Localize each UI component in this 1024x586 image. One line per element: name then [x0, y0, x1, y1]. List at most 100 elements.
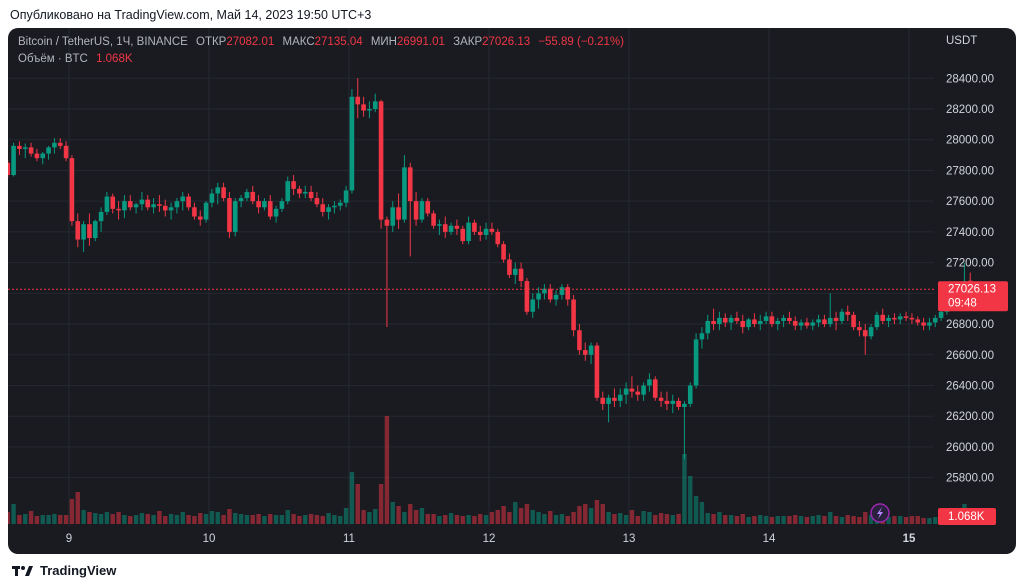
- candle-body: [425, 201, 431, 214]
- volume-bar: [600, 504, 605, 524]
- candle-body: [565, 287, 571, 300]
- volume-bar: [466, 515, 471, 524]
- volume-bar: [909, 516, 915, 524]
- volume-bar: [384, 416, 390, 524]
- brand[interactable]: TradingView: [12, 563, 116, 578]
- volume-bar: [798, 516, 804, 524]
- symbol-name[interactable]: Bitcoin / TetherUS, 1Ч, BINANCE: [18, 36, 188, 48]
- candle-body: [886, 317, 891, 321]
- volume-bar: [448, 513, 454, 524]
- candle-body: [559, 287, 565, 295]
- candle-body: [903, 316, 909, 318]
- candle-body: [122, 201, 127, 211]
- volume-bar: [530, 510, 535, 524]
- candle-body: [477, 231, 483, 235]
- volume-bar: [816, 515, 821, 524]
- volume-label[interactable]: Объём · BTC: [18, 53, 88, 65]
- candle-body: [547, 288, 553, 300]
- candle-body: [588, 345, 594, 355]
- candle-body: [542, 288, 547, 294]
- volume-bar: [793, 515, 798, 524]
- candle-body: [186, 196, 191, 208]
- candle-body: [897, 316, 903, 320]
- volume-legend: Объём · BTC 1.068K: [18, 53, 133, 65]
- volume-bar: [460, 516, 465, 524]
- candle-body: [28, 147, 34, 154]
- candle-body: [221, 187, 226, 199]
- alert-icon[interactable]: [870, 503, 890, 523]
- candle-body: [92, 221, 98, 239]
- candle-body: [483, 228, 489, 235]
- candle-body: [629, 388, 635, 392]
- volume-bar: [93, 513, 98, 524]
- candle-body: [384, 219, 390, 226]
- volume-bar: [151, 515, 156, 524]
- x-tick-label: 15: [903, 533, 916, 545]
- candle-body: [676, 400, 681, 407]
- candle-body: [921, 322, 926, 326]
- volume-bar: [921, 518, 926, 524]
- volume-bar: [594, 500, 600, 524]
- candle-body: [256, 201, 261, 208]
- volume-bar: [192, 516, 197, 524]
- close-value: 27026.13: [482, 36, 531, 48]
- volume-bar: [892, 516, 897, 524]
- volume-bar: [221, 515, 226, 524]
- candlestick-chart[interactable]: 25800.00 26000.00 26200.00 26400.00 26600.00…: [8, 28, 1016, 554]
- candle-body: [530, 299, 536, 312]
- change-value: −55.89 (−0.21%): [538, 36, 624, 48]
- volume-bar: [431, 514, 436, 524]
- volume-bar: [250, 515, 255, 524]
- candle-body: [687, 385, 693, 404]
- price-badge-countdown: 09:48: [948, 297, 977, 309]
- volume-bar: [810, 516, 815, 524]
- candle-body: [816, 319, 821, 323]
- volume-bar: [419, 508, 425, 524]
- y-tick-label: 27800.00: [946, 165, 994, 177]
- candle-body: [22, 147, 28, 149]
- high-value: 27135.04: [314, 36, 363, 48]
- volume-bar: [728, 515, 734, 524]
- volume-bar: [653, 515, 658, 524]
- volume-bar: [489, 512, 495, 524]
- y-tick-label: 26400.00: [946, 380, 994, 392]
- volume-bar: [52, 514, 57, 524]
- candle-body: [407, 167, 413, 202]
- candle-body: [98, 211, 104, 222]
- candle-body: [437, 224, 442, 226]
- x-tick-label: 14: [763, 533, 776, 545]
- volume-bar: [927, 518, 932, 524]
- volume-bar: [822, 516, 827, 524]
- volume-bars: [8, 416, 973, 524]
- candle-body: [232, 201, 238, 232]
- candle-body: [693, 339, 699, 386]
- volume-bar: [804, 517, 810, 524]
- volume-bar: [443, 515, 448, 524]
- open-value: 27082.01: [226, 36, 275, 48]
- volume-bar: [168, 514, 174, 524]
- chart-panel[interactable]: 25800.00 26000.00 26200.00 26400.00 26600.00…: [8, 28, 1016, 554]
- candle-body: [87, 224, 92, 239]
- low-value: 26991.01: [396, 36, 445, 48]
- volume-bar: [734, 516, 740, 524]
- volume-bar: [775, 516, 780, 524]
- published-info: Опубликовано на TradingView.com, Май 14,…: [10, 8, 372, 22]
- volume-bar: [693, 496, 699, 524]
- candle-body: [577, 330, 582, 351]
- candle-body: [792, 320, 798, 326]
- candle-body: [285, 181, 291, 202]
- candle-body: [728, 317, 734, 323]
- volume-bar: [851, 516, 856, 524]
- volume-bar: [664, 514, 670, 524]
- volume-bar: [361, 510, 366, 524]
- x-tick-label: 11: [343, 533, 355, 545]
- candle-body: [262, 201, 267, 208]
- volume-bar: [402, 512, 407, 524]
- volume-bar: [915, 516, 920, 524]
- volume-bar: [128, 516, 133, 524]
- candle-body: [845, 311, 851, 315]
- volume-bar: [285, 510, 290, 524]
- candle-body: [833, 317, 839, 321]
- candle-body: [682, 403, 687, 407]
- candle-body: [647, 379, 652, 386]
